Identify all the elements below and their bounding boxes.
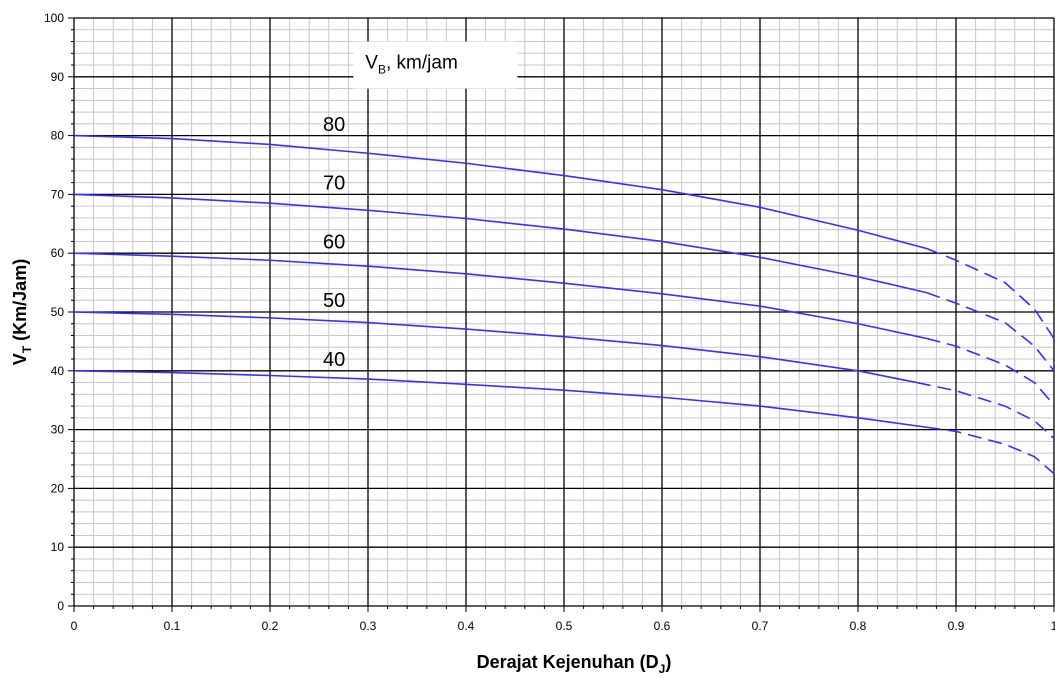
legend-box: VB, km/jam: [353, 41, 518, 89]
series-layer: [73, 134, 1055, 475]
x-tick-label: 0.2: [262, 619, 279, 633]
y-tick-label: 80: [51, 129, 65, 143]
x-tick-label: 0.8: [850, 619, 867, 633]
axis-title-layer: Derajat Kejenuhan (DJ) VT (Km/Jam): [10, 259, 671, 676]
y-tick-label: 70: [51, 187, 65, 201]
x-tick-label: 1: [1051, 619, 1055, 633]
x-axis-title: Derajat Kejenuhan (DJ): [477, 652, 672, 676]
series-dashed-50: [916, 381, 1055, 440]
y-tick-label: 50: [51, 305, 65, 319]
y-axis-title-main: V: [10, 353, 30, 365]
series-line-80: [73, 134, 927, 250]
x-tick-label: 0.9: [948, 619, 965, 633]
series-line-50: [73, 311, 917, 384]
y-tick-label: 90: [51, 70, 65, 84]
x-axis-title-close: ): [665, 652, 671, 672]
y-axis-title: VT (Km/Jam): [10, 259, 34, 365]
x-axis-title-main: Derajat Kejenuhan (D: [477, 652, 659, 672]
x-tick-label: 0.5: [556, 619, 573, 633]
series-line-60: [73, 252, 927, 340]
x-tick-label: 0: [71, 619, 78, 633]
y-tick-label: 10: [51, 540, 65, 554]
x-tick-label: 0.1: [164, 619, 181, 633]
y-tick-label: 100: [44, 11, 64, 25]
series-line-70: [73, 193, 927, 294]
series-line-40: [73, 370, 927, 429]
legend-title-rest: , km/jam: [386, 53, 458, 74]
series-dashed-70: [926, 291, 1055, 372]
x-tick-label: 0.4: [458, 619, 475, 633]
y-axis-title-sub: T: [20, 345, 34, 353]
curve-label-60: 60: [323, 231, 345, 253]
legend-title: VB, km/jam: [365, 53, 457, 77]
legend-box-bg: [353, 41, 518, 89]
legend-title-main: V: [365, 53, 378, 74]
y-tick-label: 0: [57, 599, 64, 613]
curve-label-70: 70: [323, 173, 345, 195]
curve-label-50: 50: [323, 290, 345, 312]
x-tick-label: 0.6: [654, 619, 671, 633]
series-dashed-80: [926, 247, 1055, 339]
curve-label-40: 40: [323, 349, 345, 371]
legend-title-sub: B: [378, 63, 386, 77]
x-tick-label: 0.7: [752, 619, 769, 633]
tick-layer: 0 0.1 0.2 0.3 0.4 0.5 0.6 0.7 0.8 0.9 101020304050…: [44, 11, 1055, 633]
x-tick-label: 0.3: [360, 619, 377, 633]
series-dashed-60: [926, 337, 1055, 406]
curve-label-80: 80: [323, 114, 345, 136]
y-tick-label: 30: [51, 423, 65, 437]
x-axis-title-sub: J: [659, 662, 666, 676]
y-tick-label: 40: [51, 364, 65, 378]
curve-label-layer: 80 70 60 50 40: [323, 114, 345, 371]
y-axis-title-rest: (Km/Jam): [10, 259, 30, 346]
y-tick-label: 20: [51, 481, 65, 495]
y-tick-label: 60: [51, 246, 65, 260]
